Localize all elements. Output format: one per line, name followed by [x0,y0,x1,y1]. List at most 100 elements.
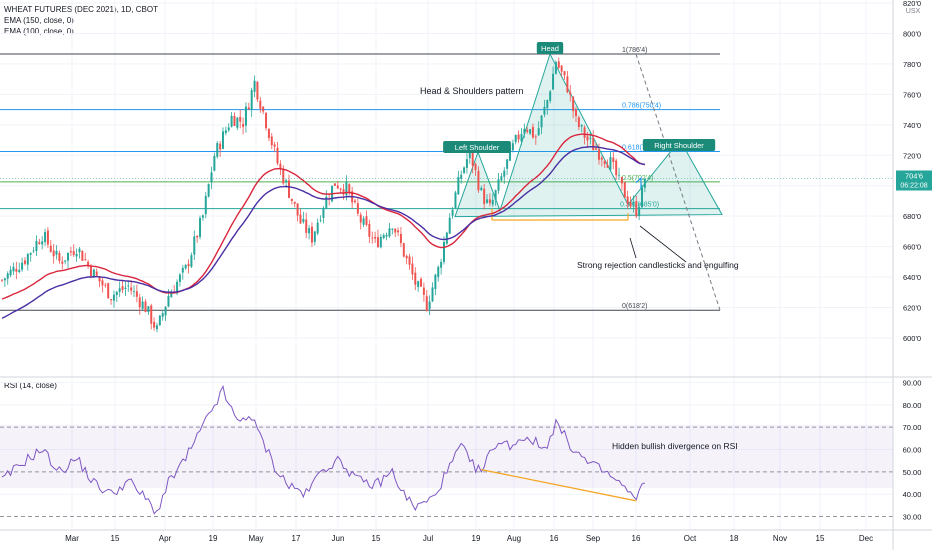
candle[interactable] [460,174,463,179]
candle[interactable] [273,144,276,147]
candle[interactable] [164,306,167,316]
candle[interactable] [35,241,38,252]
candle[interactable] [239,116,242,122]
candle[interactable] [104,284,107,286]
candle[interactable] [508,148,511,161]
candle[interactable] [288,180,290,198]
candle[interactable] [15,268,18,272]
candle[interactable] [411,263,414,275]
candle[interactable] [21,262,24,270]
candle[interactable] [176,281,179,294]
ema100-line[interactable] [1,145,646,319]
candle[interactable] [276,147,279,164]
candle[interactable] [566,76,569,93]
candle[interactable] [457,177,460,195]
candle[interactable] [92,269,95,278]
candle[interactable] [46,230,49,245]
candle[interactable] [293,201,296,204]
candle[interactable] [643,178,646,188]
candle[interactable] [32,250,35,252]
candle[interactable] [465,159,468,168]
candle[interactable] [597,149,600,160]
candle[interactable] [371,237,374,239]
candle[interactable] [87,261,90,266]
candle[interactable] [463,167,466,173]
candle[interactable] [44,232,47,243]
candle[interactable] [354,200,357,203]
candle[interactable] [285,180,288,183]
candle[interactable] [95,271,98,276]
candle[interactable] [242,123,245,127]
candle[interactable] [69,251,72,253]
candle[interactable] [41,241,44,245]
candle[interactable] [12,266,15,272]
candle[interactable] [61,261,64,264]
candle[interactable] [414,272,417,285]
candle[interactable] [221,131,224,149]
candle[interactable] [365,216,368,225]
candle[interactable] [368,223,371,237]
candle[interactable] [641,187,644,208]
candle[interactable] [428,301,431,310]
candle[interactable] [147,306,150,313]
candle[interactable] [511,143,514,151]
candle[interactable] [227,127,230,131]
candle[interactable] [348,184,351,193]
candle[interactable] [107,283,110,299]
candle[interactable] [359,214,362,223]
candle[interactable] [72,251,75,255]
candle[interactable] [38,242,41,245]
candle[interactable] [118,288,121,292]
candle[interactable] [603,160,606,165]
candle[interactable] [454,192,457,208]
candle[interactable] [342,189,345,195]
candle[interactable] [520,133,523,142]
candle[interactable] [480,187,483,190]
candle[interactable] [67,252,70,261]
candle[interactable] [623,182,626,198]
candle[interactable] [130,287,133,291]
candle[interactable] [1,279,3,281]
candle[interactable] [575,109,577,117]
candle[interactable] [64,260,67,262]
candle[interactable] [563,71,566,76]
candle[interactable] [391,228,394,230]
candle[interactable] [514,135,517,143]
candle[interactable] [270,136,273,146]
candle[interactable] [170,292,173,298]
candle[interactable] [388,228,391,237]
candle[interactable] [477,170,480,191]
candle[interactable] [190,255,193,267]
candle[interactable] [583,127,586,138]
candle[interactable] [620,176,623,184]
candle[interactable] [121,286,124,290]
candle[interactable] [626,196,629,204]
divergence-line[interactable] [481,468,637,502]
candle[interactable] [6,273,9,279]
candle[interactable] [308,228,311,234]
candle[interactable] [290,198,293,201]
candle[interactable] [422,287,425,295]
candle[interactable] [265,113,268,129]
candle[interactable] [84,259,87,261]
candle[interactable] [531,126,534,138]
candle[interactable] [49,245,52,252]
candle[interactable] [431,287,434,302]
candle[interactable] [483,188,486,204]
candle[interactable] [362,218,365,225]
candle[interactable] [267,128,270,138]
candle[interactable] [89,265,92,277]
candle[interactable] [434,274,437,289]
candle[interactable] [488,199,491,204]
candle[interactable] [135,291,138,297]
candle[interactable] [632,202,635,206]
candle[interactable] [161,313,164,317]
candle[interactable] [333,183,336,186]
candle[interactable] [445,232,448,244]
candle[interactable] [98,276,101,282]
last-price-tag[interactable] [896,170,932,191]
candle[interactable] [554,62,557,74]
candle[interactable] [78,248,81,253]
candle[interactable] [557,61,560,68]
